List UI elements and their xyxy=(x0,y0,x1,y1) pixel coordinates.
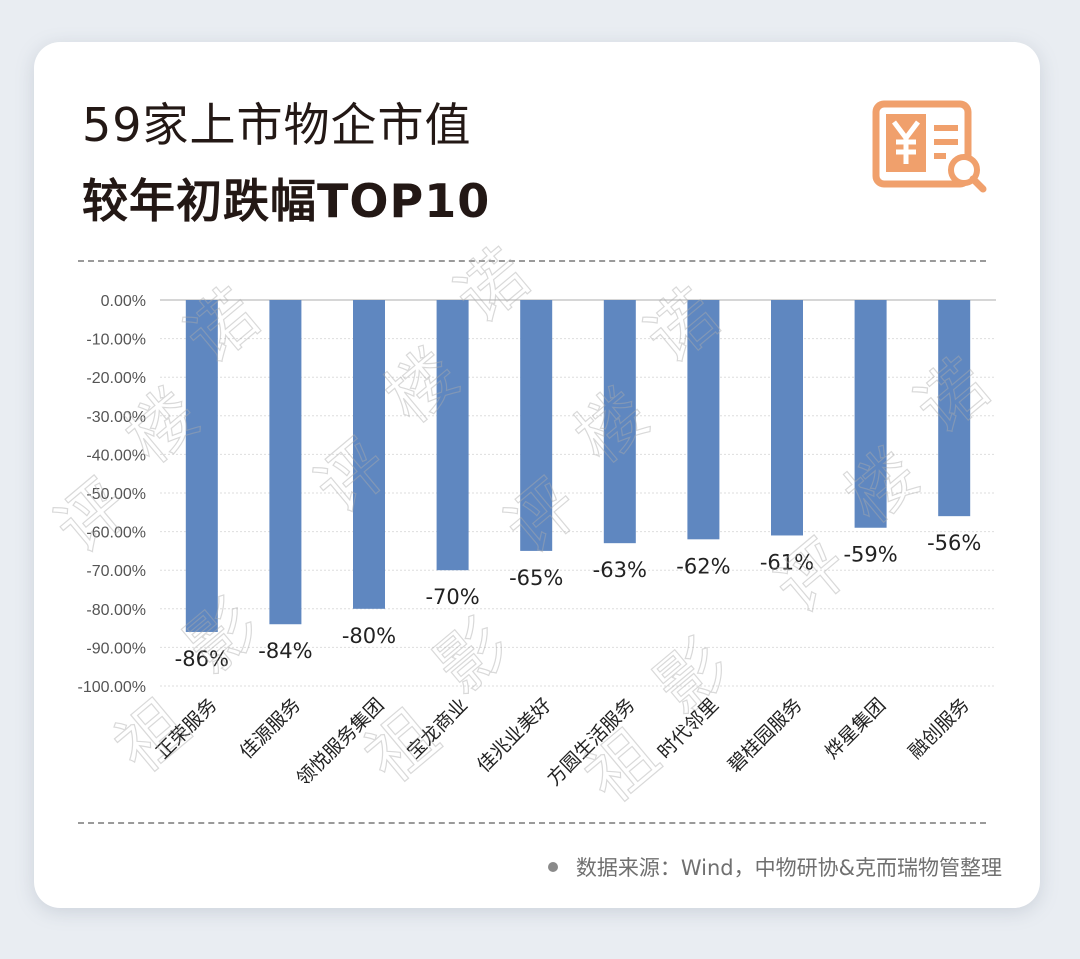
bar xyxy=(687,300,720,540)
x-tick-label: 领悦服务集团 xyxy=(292,694,388,790)
bar xyxy=(353,300,385,609)
data-label: -61% xyxy=(760,550,814,574)
x-tick-label: 碧桂园服务 xyxy=(724,694,807,777)
data-label: -70% xyxy=(425,585,479,609)
page-title: 59家上市物企市值 xyxy=(82,98,472,152)
x-tick-label: 佳源服务 xyxy=(236,694,305,763)
bar xyxy=(854,300,887,528)
data-label: -80% xyxy=(342,624,396,648)
data-label: -62% xyxy=(676,554,730,578)
y-tick-label: -30.00% xyxy=(86,409,146,426)
y-tick-label: -90.00% xyxy=(86,640,146,657)
data-label: -63% xyxy=(593,558,647,582)
y-tick-label: -60.00% xyxy=(86,525,146,542)
x-tick-label: 佳兆业美好 xyxy=(473,694,556,777)
chart-card: 59家上市物企市值 较年初跌幅TOP10 0.00% -10.00% -20.00%… xyxy=(34,42,1040,908)
bar xyxy=(520,300,553,551)
source-note: 数据来源：Wind，中物研协&克而瑞物管整理 xyxy=(547,856,1002,880)
data-label: -65% xyxy=(509,566,563,590)
divider-top xyxy=(78,260,986,262)
y-tick-label: -20.00% xyxy=(86,370,146,387)
bar xyxy=(185,300,218,632)
y-tick-label: -80.00% xyxy=(86,602,146,619)
bar-chart: 0.00% -10.00% -20.00% -30.00% -40.00% -50.00%… xyxy=(78,293,996,790)
data-label: -86% xyxy=(175,647,229,671)
bar xyxy=(771,300,803,536)
data-label: -59% xyxy=(843,543,897,567)
bullet-icon xyxy=(547,862,558,872)
bar xyxy=(436,300,469,571)
y-tick-label: 0.00% xyxy=(101,293,146,310)
y-tick-label: -100.00% xyxy=(78,679,147,696)
divider-bottom xyxy=(78,822,986,824)
y-tick-label: -10.00% xyxy=(86,332,146,349)
bar xyxy=(603,300,636,544)
x-tick-label: 方圆生活服务 xyxy=(543,694,639,790)
source-text: 数据来源：Wind，中物研协&克而瑞物管整理 xyxy=(575,856,1002,880)
y-tick-label: -40.00% xyxy=(86,447,146,464)
page-subtitle: 较年初跌幅TOP10 xyxy=(82,174,491,228)
x-tick-label: 正荣服务 xyxy=(152,694,221,763)
y-tick-label: -50.00% xyxy=(86,486,146,503)
x-tick-label: 融创服务 xyxy=(904,694,973,763)
data-label: -84% xyxy=(258,639,312,663)
x-tick-label: 烨星集团 xyxy=(821,694,890,763)
bar xyxy=(938,300,971,517)
data-label: -56% xyxy=(927,531,981,555)
bar xyxy=(269,300,302,625)
y-tick-label: -70.00% xyxy=(86,563,146,580)
x-tick-label: 时代邻里 xyxy=(654,694,723,763)
invoice-search-icon xyxy=(872,100,987,193)
x-tick-label: 宝龙商业 xyxy=(403,694,472,763)
